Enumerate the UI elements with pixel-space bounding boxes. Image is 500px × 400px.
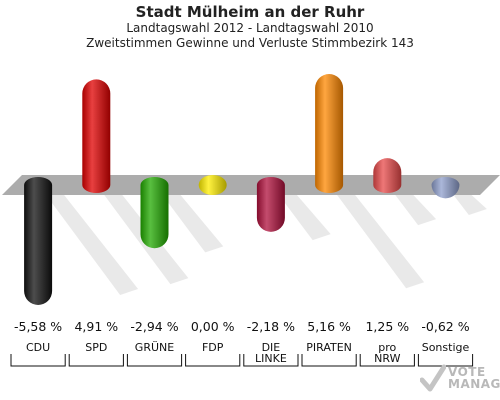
value-label: 4,91 %: [74, 319, 118, 334]
value-label: 0,00 %: [191, 319, 235, 334]
bar-piraten: [315, 74, 344, 193]
category-label: PIRATEN: [306, 341, 352, 354]
baseline-band: [2, 175, 500, 195]
bar-shadow: [162, 195, 224, 253]
value-label: -2,94 %: [130, 319, 178, 334]
value-label: 5,16 %: [307, 319, 351, 334]
value-label: -5,58 %: [14, 319, 62, 334]
category-bracket: [243, 354, 299, 367]
bar-shadow: [337, 195, 425, 289]
category-bracket: [126, 354, 183, 367]
bar-shadow: [453, 195, 487, 215]
category-label: FDP: [202, 341, 224, 354]
category-bracket: [301, 354, 357, 367]
value-label: -2,18 %: [247, 319, 295, 334]
brand-line-2: MANAGER: [448, 377, 500, 391]
category-bracket: [10, 354, 66, 367]
category-label: Sonstige: [422, 341, 470, 354]
bar-shadow: [278, 195, 331, 241]
chart-title: Stadt Mülheim an der Ruhr: [135, 3, 365, 21]
bar-shadow: [46, 195, 139, 295]
bar-die-linke: [256, 177, 285, 232]
brand-text: VOTE MANAGER: [448, 366, 500, 390]
category-label: SPD: [85, 341, 107, 354]
chart-subtitle-election: Landtagswahl 2012 - Landtagswahl 2010: [126, 21, 374, 35]
bar-fdp: [198, 175, 227, 195]
category-label: CDU: [26, 341, 50, 354]
checkmark-icon: [420, 364, 446, 392]
category-label: GRÜNE: [135, 341, 174, 354]
bar-cdu: [24, 177, 53, 305]
category-label: DIE: [262, 341, 281, 354]
category-label: pro: [378, 341, 396, 354]
bar-pro-nrw: [373, 158, 402, 193]
bar-shadow: [395, 195, 437, 226]
category-bracket: [359, 354, 415, 367]
chart-titles: Stadt Mülheim an der Ruhr Landtagswahl 2…: [0, 0, 500, 51]
category-label: NRW: [374, 352, 400, 365]
category-label: LINKE: [255, 352, 287, 365]
value-label: 1,25 %: [365, 319, 409, 334]
category-bracket: [185, 354, 241, 367]
chart-subtitle-district: Zweitstimmen Gewinne und Verluste Stimmb…: [86, 36, 414, 50]
category-bracket: [68, 354, 124, 367]
vote-manager-logo: VOTE MANAGER: [420, 364, 500, 394]
bar-sonstige: [431, 177, 460, 199]
brand-line-1: VOTE: [448, 365, 486, 379]
bar-grüne: [140, 177, 169, 249]
value-label: -0,62 %: [421, 319, 469, 334]
bar-spd: [82, 79, 111, 193]
